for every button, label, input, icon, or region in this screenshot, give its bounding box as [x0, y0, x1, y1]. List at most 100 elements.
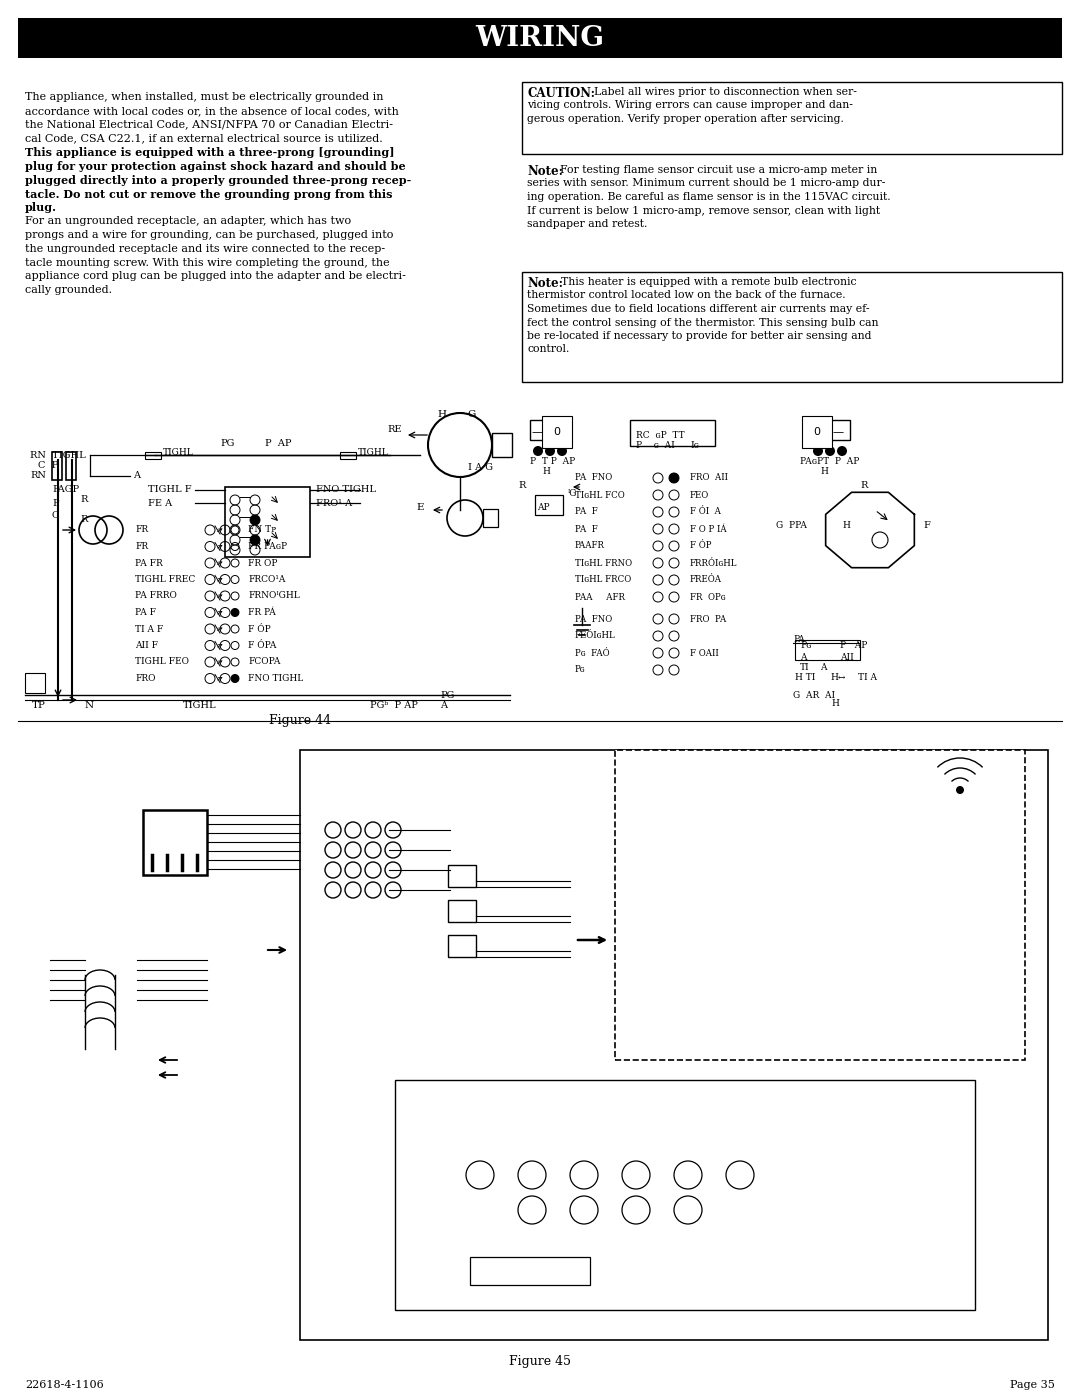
Text: TIGHL: TIGHL — [357, 448, 389, 457]
Text: P  T P  AP: P T P AP — [530, 457, 576, 467]
Bar — [615, 750, 1025, 1060]
Text: plug.: plug. — [25, 203, 57, 214]
Text: For an ungrounded receptacle, an adapter, which has two: For an ungrounded receptacle, an adapter… — [25, 217, 351, 226]
Text: vicing controls. Wiring errors can cause improper and dan-: vicing controls. Wiring errors can cause… — [527, 101, 853, 110]
Text: TIɢHL FRCO: TIɢHL FRCO — [575, 576, 631, 584]
Text: PA  F: PA F — [575, 524, 597, 534]
Text: PA FRRO: PA FRRO — [135, 591, 177, 601]
Text: AII F: AII F — [135, 641, 158, 650]
Text: fect the control sensing of the thermistor. This sensing bulb can: fect the control sensing of the thermist… — [527, 317, 878, 327]
Text: F ÓP: F ÓP — [248, 624, 271, 633]
Text: N: N — [85, 701, 94, 711]
Text: AII: AII — [840, 652, 854, 662]
Text: H: H — [842, 521, 850, 529]
Text: H TI: H TI — [795, 673, 815, 683]
Text: ᴵG: ᴵG — [568, 489, 578, 497]
Text: F: F — [923, 521, 930, 529]
Bar — [448, 865, 476, 887]
Text: cal Code, CSA C22.1, if an external electrical source is utilized.: cal Code, CSA C22.1, if an external elec… — [25, 133, 382, 144]
Text: TIGHL: TIGHL — [163, 448, 193, 457]
Text: PG: PG — [440, 690, 455, 700]
Bar — [225, 488, 310, 557]
Text: R: R — [80, 496, 87, 504]
Circle shape — [249, 535, 260, 545]
Text: H: H — [542, 467, 550, 475]
Text: WIRING: WIRING — [475, 25, 605, 52]
Text: FEO: FEO — [690, 490, 710, 500]
Text: —: — — [531, 427, 542, 437]
Text: FRO: FRO — [135, 673, 156, 683]
Text: TIɢHL FCO: TIɢHL FCO — [575, 490, 624, 500]
Bar — [530, 420, 570, 440]
Text: A: A — [800, 652, 807, 662]
Text: Note:: Note: — [527, 165, 563, 177]
Text: series with sensor. Minimum current should be 1 micro-amp dur-: series with sensor. Minimum current shou… — [527, 179, 886, 189]
Text: A: A — [133, 472, 140, 481]
Circle shape — [231, 675, 239, 683]
Text: FRNOᴵGHL: FRNOᴵGHL — [248, 591, 300, 601]
Text: FR: FR — [135, 525, 148, 535]
Text: Pɢ  FAÓ: Pɢ FAÓ — [575, 648, 609, 658]
Text: thermistor control located low on the back of the furnace.: thermistor control located low on the ba… — [527, 291, 846, 300]
Text: accordance with local codes or, in the absence of local codes, with: accordance with local codes or, in the a… — [25, 106, 399, 116]
Text: PAGP: PAGP — [52, 486, 79, 495]
Text: FCOPA: FCOPA — [248, 658, 281, 666]
Text: PA  FNO: PA FNO — [575, 615, 612, 623]
Text: I A G: I A G — [468, 464, 492, 472]
Text: H: H — [832, 700, 839, 708]
Text: F ÓI  A: F ÓI A — [690, 507, 720, 517]
Text: TI A: TI A — [858, 673, 877, 683]
Text: P  AP: P AP — [265, 439, 292, 447]
Text: FRO  PA: FRO PA — [690, 615, 726, 623]
Text: C: C — [52, 511, 59, 521]
Text: Figure 45: Figure 45 — [509, 1355, 571, 1368]
Text: E: E — [416, 503, 423, 513]
Text: TIGHL FEO: TIGHL FEO — [135, 658, 189, 666]
Circle shape — [956, 787, 964, 793]
Text: the National Electrical Code, ANSI/NFPA 70 or Canadian Electri-: the National Electrical Code, ANSI/NFPA … — [25, 120, 393, 130]
Text: R: R — [80, 515, 87, 524]
Text: be re-located if necessary to provide for better air sensing and: be re-located if necessary to provide fo… — [527, 331, 872, 341]
Text: plug for your protection against shock hazard and should be: plug for your protection against shock h… — [25, 161, 406, 172]
Bar — [810, 420, 850, 440]
Bar — [535, 495, 563, 515]
Bar — [25, 673, 45, 693]
Text: FRCO¹A: FRCO¹A — [248, 576, 285, 584]
Text: Sometimes due to field locations different air currents may ef-: Sometimes due to field locations differe… — [527, 305, 869, 314]
Bar — [18, 18, 1062, 59]
Bar — [52, 453, 62, 481]
Text: Page 35: Page 35 — [1010, 1380, 1055, 1390]
Text: FN Tᴩ: FN Tᴩ — [248, 525, 276, 535]
Text: Note:: Note: — [527, 277, 563, 291]
Text: RN: RN — [30, 472, 45, 481]
Text: control.: control. — [527, 345, 569, 355]
Text: A: A — [820, 664, 826, 672]
Text: TIGHL: TIGHL — [184, 701, 217, 711]
Text: C  P: C P — [38, 461, 58, 471]
Text: PA F: PA F — [135, 608, 156, 617]
Text: If current is below 1 micro-amp, remove sensor, clean with light: If current is below 1 micro-amp, remove … — [527, 205, 880, 215]
Text: FNO TIGHL: FNO TIGHL — [316, 486, 376, 495]
Bar — [448, 900, 476, 922]
Text: the ungrounded receptacle and its wire connected to the recep-: the ungrounded receptacle and its wire c… — [25, 244, 386, 254]
Text: FR: FR — [135, 542, 148, 550]
Text: —: — — [833, 427, 843, 437]
Text: PAɢPT  P  AP: PAɢPT P AP — [800, 457, 860, 467]
Text: FREÓA: FREÓA — [690, 576, 723, 584]
Text: H: H — [437, 409, 446, 419]
Text: tacle. Do not cut or remove the grounding prong from this: tacle. Do not cut or remove the groundin… — [25, 189, 392, 200]
Circle shape — [557, 446, 567, 455]
Text: F O P IÁ: F O P IÁ — [690, 524, 727, 534]
Bar — [300, 750, 1048, 1340]
Bar — [470, 1257, 590, 1285]
Text: FRO¹ A: FRO¹ A — [316, 499, 352, 507]
Text: G: G — [468, 409, 476, 419]
Circle shape — [231, 609, 239, 616]
Text: sandpaper and retest.: sandpaper and retest. — [527, 219, 647, 229]
Text: FRO  AII: FRO AII — [690, 474, 728, 482]
Text: 0: 0 — [554, 427, 561, 437]
Bar — [340, 453, 356, 460]
Text: This appliance is equipped with a three-prong [grounding]: This appliance is equipped with a three-… — [25, 147, 394, 158]
Text: cally grounded.: cally grounded. — [25, 285, 112, 295]
Text: Label all wires prior to disconnection when ser-: Label all wires prior to disconnection w… — [594, 87, 856, 96]
